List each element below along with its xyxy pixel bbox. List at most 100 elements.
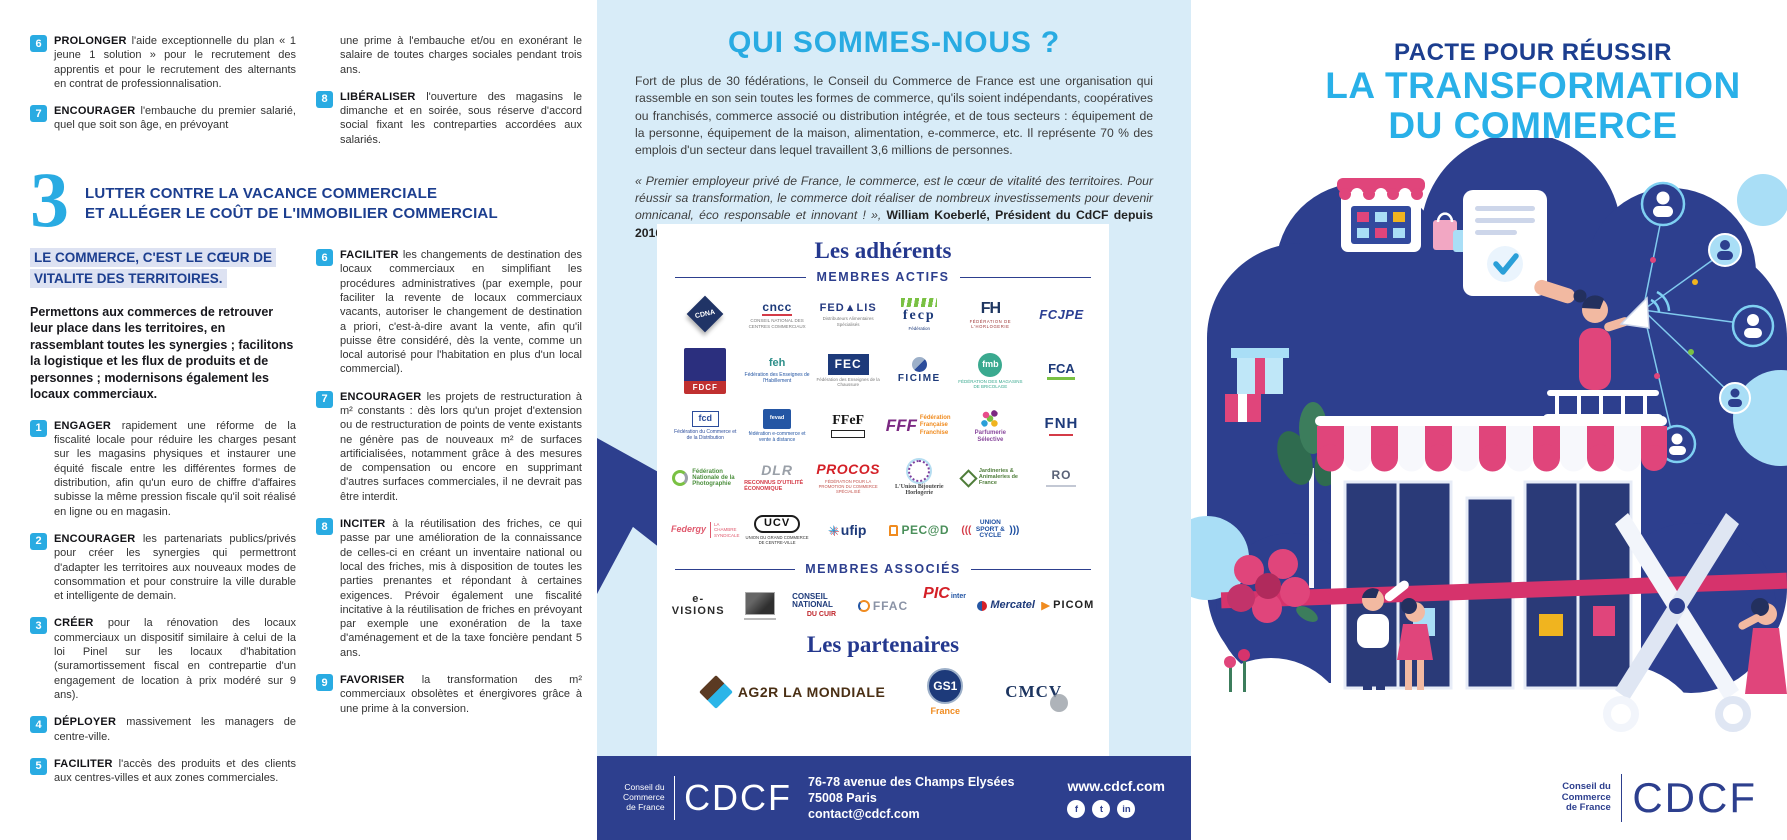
item-text: FACILITER les changements de destination… [340, 249, 582, 376]
logo-text: FDCF [692, 382, 718, 392]
logo-text: FEC [827, 354, 869, 375]
logo-text: FH [980, 299, 1001, 317]
item-number-badge: 9 [316, 674, 333, 692]
divider-line [970, 568, 1092, 570]
active-members-divider: MEMBRES ACTIFS [675, 270, 1092, 284]
social-icons: f t in [1067, 800, 1136, 818]
top-column-1: 6 PROLONGER l'aide exceptionnelle du plan… [30, 34, 296, 160]
logo-text: fmb [978, 352, 1003, 377]
logo-ufip: ufip [828, 510, 869, 550]
logo-text: FCA [1048, 360, 1075, 376]
panel-right: PACTE POUR RÉUSSIR LA TRANSFORMATION DU … [1191, 0, 1787, 840]
item-number-badge: 2 [30, 532, 47, 550]
logo-text: UNION SPORT & CYCLE [975, 518, 1005, 540]
president-quote: « Premier employeur privé de France, le … [635, 173, 1153, 242]
logo-ffef: FFeF [831, 406, 865, 446]
org-line3: de France [626, 801, 665, 812]
numbered-item: 7 ENCOURAGER les projets de restructurati… [316, 390, 582, 504]
numbered-item: 6 FACILITER les changements de destinatio… [316, 248, 582, 377]
logo-text: PIC [923, 585, 950, 602]
address-block: 76-78 avenue des Champs Elysées 75008 Pa… [808, 774, 1014, 823]
logo-fnp: Fédération Nationale de la Photographie [672, 458, 738, 498]
logo-subtext: Fédération du Commerce et de la Distribu… [674, 428, 737, 441]
logo-text: Jardineries & Animaleries de France [978, 468, 1018, 486]
logo-subtext: DU CUIR [806, 610, 836, 618]
logo-text: AG2R LA MONDIALE [737, 684, 886, 701]
logo-fedalis: FED▲LIS Distributeurs Alimentaires Spécia… [815, 295, 881, 335]
logo-evisions: e-VISIONS [669, 586, 728, 626]
avatar-bubble [1657, 424, 1697, 464]
logo-cmcv: CMCV [1005, 672, 1069, 713]
logo-subtext: Fédération Française Franchise [919, 415, 951, 436]
numbered-item: une prime à l'embauche et/ou en exonéran… [316, 34, 582, 77]
item-keyword: DÉPLOYER [54, 716, 127, 729]
logo-text: FED▲LIS [819, 301, 877, 314]
divider-line [675, 276, 807, 278]
contact-email: contact@cdcf.com [808, 807, 920, 822]
numbered-item: 2 ENCOURAGER les partenariats publics/pri… [30, 532, 296, 603]
item-keyword: FAVORISER [340, 674, 422, 687]
logo-text: ufip [840, 521, 867, 538]
logo-text: e-VISIONS [671, 593, 725, 617]
logo-text: PROCOS [816, 461, 881, 478]
logo-subtext: France [930, 706, 961, 716]
item-keyword: ENCOURAGER [340, 390, 427, 403]
org-line1: Conseil du [1562, 780, 1611, 792]
fold-arrow-decoration [597, 438, 659, 594]
item-text: PROLONGER l'aide exceptionnelle du plan … [54, 35, 297, 90]
logo-fevad: fevad fédération e-commerce et vente à di… [744, 406, 810, 446]
item-keyword: ENGAGER [54, 419, 122, 432]
item-keyword: FACILITER [340, 249, 403, 262]
scissors-icon [1603, 513, 1751, 732]
item-text: FAVORISER la transformation des m² comme… [340, 674, 582, 715]
item-text: une prime à l'embauche et/ou en exonéran… [340, 35, 582, 76]
main-column-2: 6 FACILITER les changements de destinatio… [316, 248, 582, 798]
org-name: Conseil du Commerce de France [1561, 780, 1611, 815]
person-right [1738, 598, 1787, 694]
person-pink-dress [1397, 598, 1433, 690]
gift-boxes-icon [1225, 348, 1289, 422]
avatar-bubble [1708, 233, 1742, 267]
org-line2: Commerce [1561, 791, 1611, 803]
logo-dlr: DLR RECONNUS D'UTILITÉ ÉCONOMIQUE [744, 458, 810, 498]
cdcf-wordmark: CDCF [684, 777, 793, 818]
logo-subtext: fédération e-commerce et vente à distanc… [748, 431, 806, 443]
section-number: 3 [30, 156, 69, 244]
about-paragraph: Fort de plus de 30 fédérations, le Conse… [635, 74, 1153, 158]
item-number-badge: 1 [30, 419, 47, 437]
logo-text: Federgy [671, 524, 707, 535]
logo-subtext: Fédération des Enseignes de la Chaussure [816, 376, 880, 388]
intro-paragraph: Permettons aux commerces de retrouver le… [30, 304, 294, 402]
logo-photo [744, 586, 776, 626]
logo-subtext: FÉDÉRATION DES MAGASINS DE BRICOLAGE [958, 378, 1023, 389]
logo-fecp: fecp Fédération [901, 295, 937, 335]
item-text: ENCOURAGER les projets de restructuratio… [340, 390, 582, 503]
logo-federgy: Federgy LA CHAMBRE SYNDICALE [671, 510, 740, 550]
logo-text: FCJPE [1039, 307, 1084, 323]
logo-fdcf: FDCF [684, 348, 727, 394]
logo-subtext: Fédération des Enseignes de l'Habillemen… [744, 371, 810, 384]
partners-logo-row: AG2R LA MONDIALE GS1 France CMCV [669, 664, 1097, 721]
logo-fh: FH FÉDÉRATION DE L'HORLOGERIE [957, 295, 1023, 335]
org-line2: Commerce [623, 792, 665, 803]
item-number-badge: 7 [316, 390, 333, 408]
item-keyword: FACILITER [54, 757, 119, 770]
awning [1317, 426, 1667, 472]
logo-text: CMCV [1005, 682, 1063, 702]
logo-fca: FCA [1047, 351, 1075, 391]
logo-ficime: FICIME [898, 351, 941, 391]
cover-title: PACTE POUR RÉUSSIR LA TRANSFORMATION DU … [1191, 40, 1787, 146]
facebook-icon: f [1067, 800, 1086, 818]
megaphone-woman [1573, 289, 1671, 390]
logo-ucv: UCV UNION DU GRAND COMMERCE DE CENTRE-VIL… [744, 510, 810, 550]
logo-text: Mercatel [990, 599, 1035, 612]
main-column-1: LE COMMERCE, C'EST LE CŒUR DE VITALITE D… [30, 248, 296, 798]
logo-gs1: GS1 France [927, 668, 964, 717]
main-columns: LE COMMERCE, C'EST LE CŒUR DE VITALITE D… [30, 248, 584, 798]
twitter-icon: t [1092, 800, 1111, 818]
address-line2: 75008 Paris [808, 790, 877, 805]
divider-line [959, 276, 1092, 278]
logo-text: CONSEIL NATIONAL [792, 591, 833, 610]
section-title: LUTTER CONTRE LA VACANCE COMMERCIALE ET … [85, 168, 498, 223]
